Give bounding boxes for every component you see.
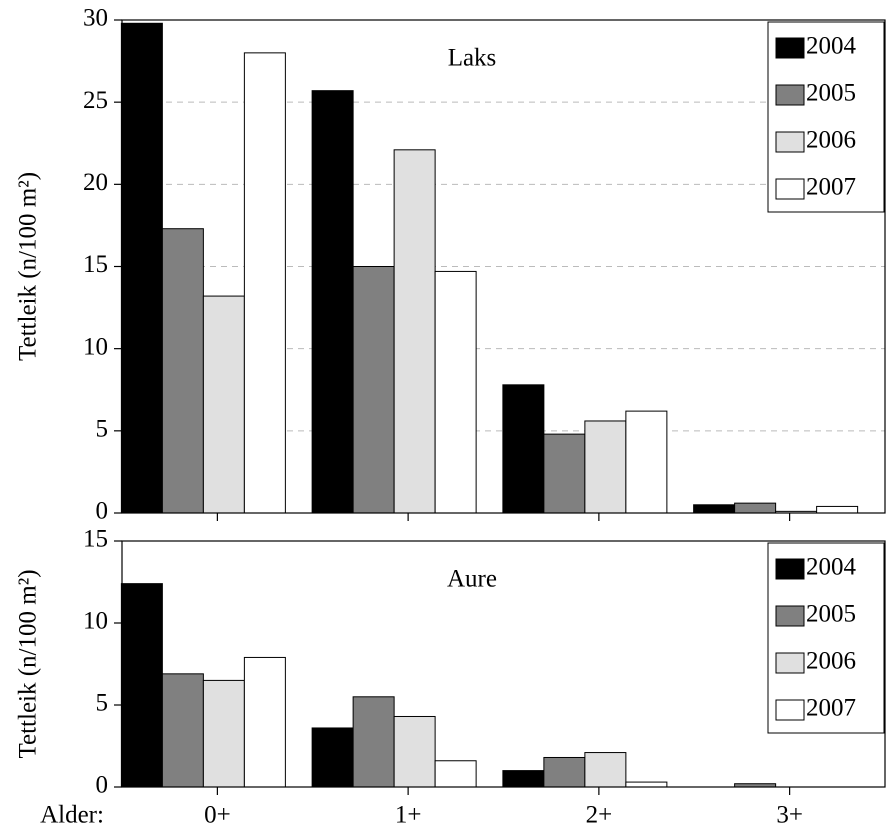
legend-label: 2007 — [806, 174, 856, 201]
subtitle: Laks — [448, 45, 497, 72]
y-axis-label: Tettleik (n/100 m²) — [15, 569, 42, 758]
legend-label: 2005 — [806, 80, 856, 107]
y-tick-label: 0 — [96, 498, 109, 525]
legend-swatch — [775, 84, 805, 106]
bar — [543, 756, 586, 788]
x-tick-label: 1+ — [395, 802, 422, 829]
y-axis-label: Tettleik (n/100 m²) — [15, 172, 42, 361]
bar — [584, 420, 627, 514]
legend-label: 2007 — [806, 695, 856, 722]
bar — [120, 583, 163, 788]
bar — [734, 502, 777, 514]
legend-swatch — [775, 558, 805, 580]
legend-label: 2006 — [806, 127, 856, 154]
legend-swatch — [775, 37, 805, 59]
bar — [120, 22, 163, 514]
legend-swatch — [775, 131, 805, 153]
legend-swatch — [775, 652, 805, 674]
x-axis-label: Alder: — [40, 802, 104, 829]
bar — [243, 52, 286, 514]
subtitle: Aure — [447, 566, 497, 593]
y-tick-label: 25 — [83, 87, 108, 114]
legend-label: 2006 — [806, 648, 856, 675]
bar — [311, 90, 354, 514]
y-tick-label: 15 — [83, 251, 108, 278]
bar — [352, 266, 395, 514]
bar — [625, 781, 668, 788]
x-tick-label: 2+ — [586, 802, 613, 829]
x-tick-label: 3+ — [776, 802, 803, 829]
legend-label: 2004 — [806, 554, 857, 581]
bar — [693, 504, 736, 514]
y-tick-label: 5 — [96, 416, 109, 443]
legend-label: 2005 — [806, 601, 856, 628]
legend-swatch — [775, 178, 805, 200]
y-tick-label: 0 — [96, 772, 109, 799]
y-tick-label: 15 — [83, 526, 108, 553]
bar — [434, 270, 477, 514]
bar — [584, 752, 627, 788]
y-tick-label: 30 — [83, 5, 108, 32]
plot-frame — [121, 540, 886, 788]
bar — [434, 760, 477, 788]
y-tick-label: 10 — [83, 608, 108, 635]
bar — [202, 679, 245, 788]
bar — [161, 673, 204, 788]
legend-swatch — [775, 605, 805, 627]
bar — [543, 433, 586, 514]
plot-frame — [121, 19, 886, 514]
y-tick-label: 5 — [96, 690, 109, 717]
bar — [161, 228, 204, 514]
bar — [502, 384, 545, 514]
bar — [202, 295, 245, 514]
legend-swatch — [775, 699, 805, 721]
bar — [625, 410, 668, 514]
bar — [243, 656, 286, 788]
y-tick-label: 20 — [83, 169, 108, 196]
bar — [393, 715, 436, 788]
legend-label: 2004 — [806, 33, 857, 60]
bar — [311, 727, 354, 788]
bar — [816, 505, 859, 514]
bar — [352, 696, 395, 788]
bar — [393, 149, 436, 514]
x-tick-label: 0+ — [204, 802, 231, 829]
bar — [502, 770, 545, 788]
y-tick-label: 10 — [83, 333, 108, 360]
